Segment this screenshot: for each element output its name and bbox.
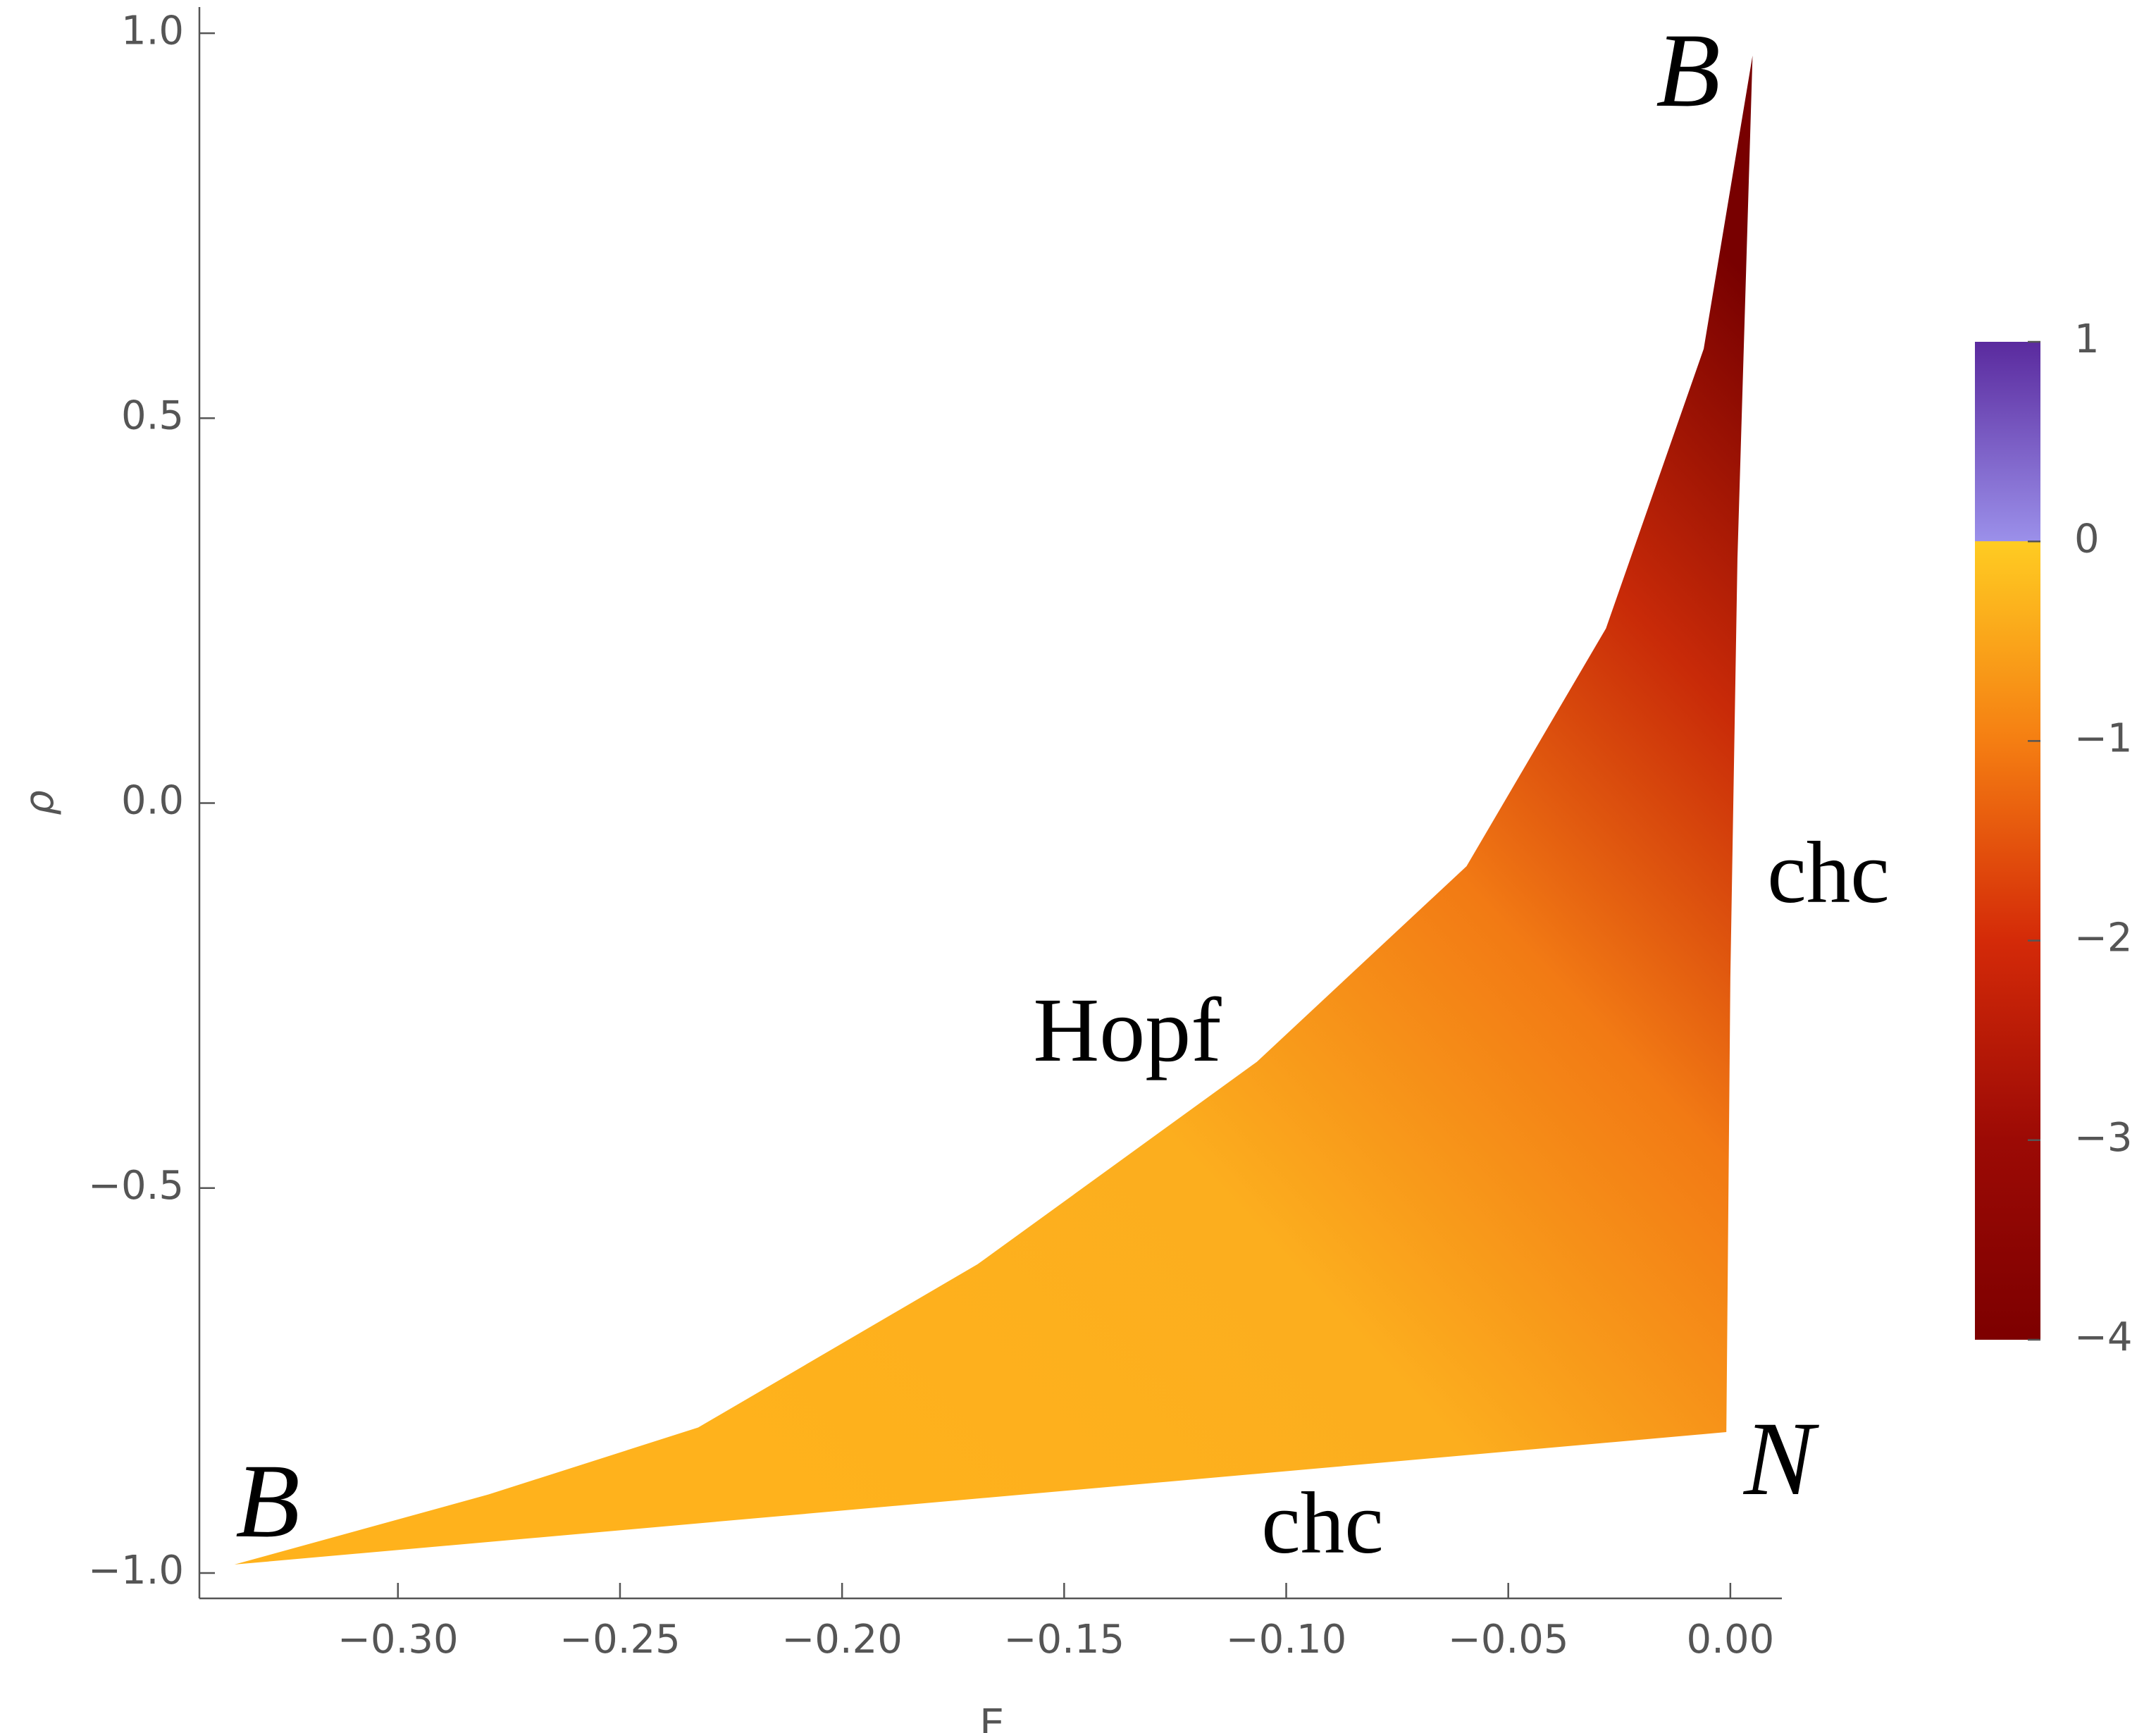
y-tick-label: 0.5 xyxy=(121,393,184,438)
x-tick-label: −0.05 xyxy=(1448,1617,1569,1663)
x-axis-label: E xyxy=(979,1701,1004,1733)
region xyxy=(234,55,1753,1565)
annotation: chc xyxy=(1261,1475,1383,1572)
y-tick-label: 0.0 xyxy=(121,778,184,824)
y-tick-label: −1.0 xyxy=(88,1548,184,1593)
colorbar-tick-label: 1 xyxy=(2074,316,2100,362)
x-tick-label: −0.25 xyxy=(559,1617,681,1663)
x-tick-label: −0.30 xyxy=(337,1617,459,1663)
annotation: N xyxy=(1742,1400,1819,1517)
annotation: B xyxy=(1656,12,1721,129)
colorbar-tick-label: −2 xyxy=(2074,915,2133,961)
annotation: chc xyxy=(1767,825,1889,922)
colorbar-tick-label: −4 xyxy=(2074,1314,2133,1360)
colorbar xyxy=(1975,342,2040,1340)
x-tick-label: −0.20 xyxy=(781,1617,903,1663)
x-tick-label: −0.10 xyxy=(1226,1617,1347,1663)
annotation: Hopf xyxy=(1033,980,1222,1081)
annotation: B xyxy=(235,1443,300,1560)
y-tick-label: −0.5 xyxy=(88,1163,184,1209)
colorbar-tick-label: 0 xyxy=(2074,516,2100,562)
x-tick-label: −0.15 xyxy=(1004,1617,1125,1663)
y-axis-label: ρ xyxy=(17,790,63,815)
x-tick-label: 0.00 xyxy=(1687,1617,1775,1663)
colorbar-tick-label: −3 xyxy=(2074,1115,2133,1161)
colorbar-tick-label: −1 xyxy=(2074,716,2133,762)
y-tick-label: 1.0 xyxy=(121,8,184,54)
